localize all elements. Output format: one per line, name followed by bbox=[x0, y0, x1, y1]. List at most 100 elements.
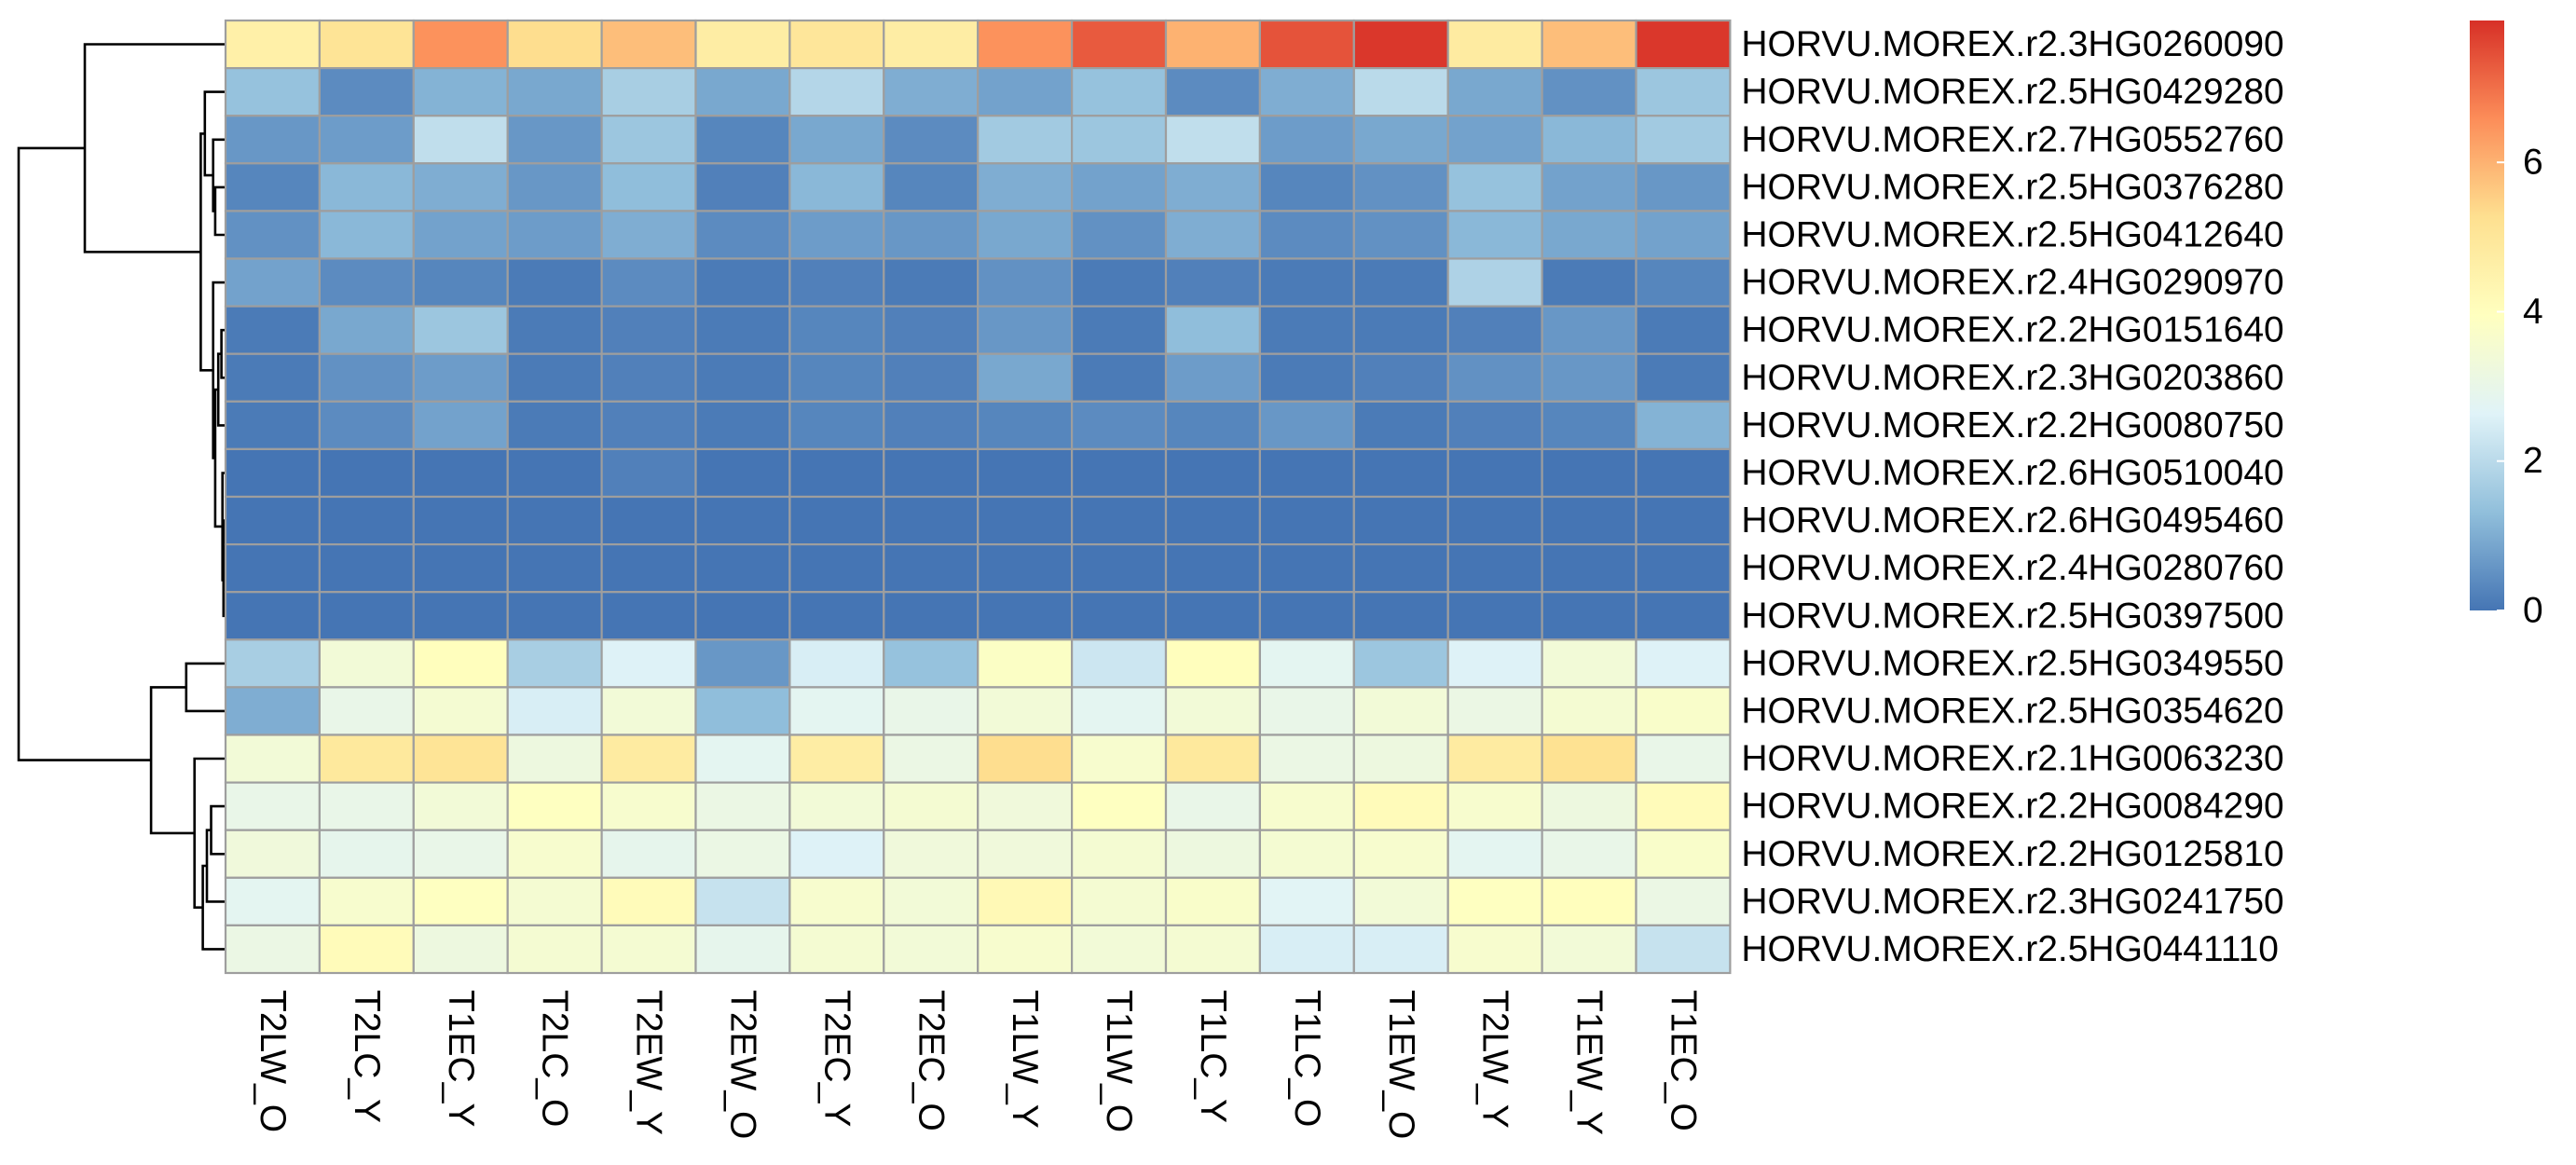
row-label: HORVU.MOREX.r2.2HG0151640 bbox=[1741, 310, 2283, 350]
heatmap-cell bbox=[883, 638, 980, 689]
column-label: T1LW_O bbox=[1099, 990, 1139, 1132]
heatmap-cell bbox=[1164, 829, 1262, 879]
heatmap-cell bbox=[1541, 495, 1637, 546]
heatmap-cell bbox=[224, 733, 322, 784]
heatmap-cells bbox=[224, 19, 1732, 975]
heatmap-cell bbox=[1446, 781, 1543, 831]
heatmap-cell bbox=[600, 829, 697, 879]
row-label: HORVU.MOREX.r2.5HG0397500 bbox=[1741, 596, 2283, 636]
row-label: HORVU.MOREX.r2.4HG0290970 bbox=[1741, 263, 2283, 303]
heatmap-cell bbox=[1446, 447, 1543, 499]
heatmap-cell bbox=[1164, 781, 1262, 831]
heatmap-cell bbox=[788, 542, 885, 594]
heatmap-cell bbox=[600, 924, 697, 975]
heatmap-cell bbox=[1070, 591, 1168, 641]
heatmap-cell bbox=[600, 495, 697, 546]
heatmap-cell bbox=[1446, 733, 1543, 784]
heatmap-cell bbox=[1352, 19, 1449, 70]
heatmap-cell bbox=[1541, 447, 1637, 499]
heatmap-cell bbox=[694, 829, 791, 879]
heatmap-cell bbox=[600, 591, 697, 641]
heatmap-cell bbox=[1070, 400, 1168, 450]
heatmap-cell bbox=[1541, 876, 1637, 926]
heatmap-cell bbox=[1635, 733, 1732, 784]
row-label: HORVU.MOREX.r2.1HG0063230 bbox=[1741, 739, 2283, 779]
heatmap-cell bbox=[600, 19, 697, 70]
heatmap-cell bbox=[694, 495, 791, 546]
heatmap-cell bbox=[883, 305, 980, 355]
heatmap-cell bbox=[1446, 829, 1543, 879]
heatmap-cell bbox=[1635, 305, 1732, 355]
heatmap-cell bbox=[883, 686, 980, 736]
heatmap-cell bbox=[1258, 352, 1355, 403]
heatmap-cell bbox=[1352, 733, 1449, 784]
heatmap-cell bbox=[1635, 876, 1732, 926]
heatmap-cell bbox=[788, 352, 885, 403]
heatmap-cell bbox=[224, 591, 322, 641]
row-label: HORVU.MOREX.r2.6HG0510040 bbox=[1741, 453, 2283, 493]
column-label: T1EC_O bbox=[1664, 990, 1704, 1131]
heatmap-cell bbox=[1352, 66, 1449, 117]
dendrogram-branch bbox=[210, 804, 226, 856]
heatmap-cell bbox=[1635, 257, 1732, 308]
heatmap-cell bbox=[694, 781, 791, 831]
heatmap-cell bbox=[600, 542, 697, 594]
heatmap-cell bbox=[506, 352, 603, 403]
heatmap-cell bbox=[600, 210, 697, 260]
row-label: HORVU.MOREX.r2.3HG0203860 bbox=[1741, 358, 2283, 398]
heatmap-cell bbox=[224, 19, 322, 70]
heatmap-cell bbox=[600, 162, 697, 212]
heatmap-cell bbox=[412, 638, 509, 689]
heatmap-cell bbox=[788, 447, 885, 499]
heatmap-cell bbox=[506, 924, 603, 975]
heatmap-cell bbox=[788, 400, 885, 450]
heatmap-cell bbox=[506, 257, 603, 308]
row-label: HORVU.MOREX.r2.7HG0552760 bbox=[1741, 119, 2283, 159]
heatmap-cell bbox=[600, 733, 697, 784]
heatmap-cell bbox=[1446, 876, 1543, 926]
heatmap-cell bbox=[977, 400, 1074, 450]
heatmap-cell bbox=[412, 591, 509, 641]
heatmap-cell bbox=[883, 115, 980, 165]
heatmap-cell bbox=[600, 638, 697, 689]
heatmap-cell bbox=[1635, 542, 1732, 594]
heatmap-cell bbox=[1446, 591, 1543, 641]
heatmap-cell bbox=[1070, 733, 1168, 784]
heatmap-cell bbox=[318, 257, 415, 308]
heatmap-cell bbox=[694, 257, 791, 308]
heatmap-cell bbox=[1352, 162, 1449, 212]
heatmap-cell bbox=[1635, 400, 1732, 450]
heatmap-cell bbox=[694, 162, 791, 212]
row-label: HORVU.MOREX.r2.5HG0349550 bbox=[1741, 643, 2283, 683]
dendrogram-branch bbox=[205, 829, 226, 903]
heatmap-cell bbox=[1164, 924, 1262, 975]
heatmap-cell bbox=[788, 162, 885, 212]
heatmap-cell bbox=[318, 305, 415, 355]
heatmap-cell bbox=[1164, 447, 1262, 499]
heatmap-cell bbox=[1635, 19, 1732, 70]
heatmap-cell bbox=[1446, 638, 1543, 689]
heatmap-cell bbox=[1070, 638, 1168, 689]
heatmap-cell bbox=[1635, 638, 1732, 689]
heatmap-cell bbox=[506, 66, 603, 117]
row-label: HORVU.MOREX.r2.5HG0441110 bbox=[1741, 929, 2279, 969]
heatmap-cell bbox=[1541, 19, 1637, 70]
heatmap-cell bbox=[1070, 66, 1168, 117]
row-label: HORVU.MOREX.r2.5HG0354620 bbox=[1741, 691, 2283, 731]
heatmap-cell bbox=[1635, 352, 1732, 403]
heatmap-cell bbox=[600, 400, 697, 450]
row-label: HORVU.MOREX.r2.3HG0260090 bbox=[1741, 24, 2283, 64]
heatmap-cell bbox=[412, 876, 509, 926]
heatmap-cell bbox=[506, 638, 603, 689]
heatmap-cell bbox=[1258, 66, 1355, 117]
heatmap-cell bbox=[883, 19, 980, 70]
heatmap-cell bbox=[1070, 210, 1168, 260]
heatmap-cell bbox=[694, 542, 791, 594]
heatmap-cell bbox=[1352, 352, 1449, 403]
heatmap-cell bbox=[1352, 495, 1449, 546]
heatmap-cell bbox=[977, 781, 1074, 831]
heatmap-cell bbox=[506, 495, 603, 546]
heatmap-cell bbox=[1164, 591, 1262, 641]
heatmap-cell bbox=[1258, 115, 1355, 165]
heatmap-cell bbox=[318, 924, 415, 975]
